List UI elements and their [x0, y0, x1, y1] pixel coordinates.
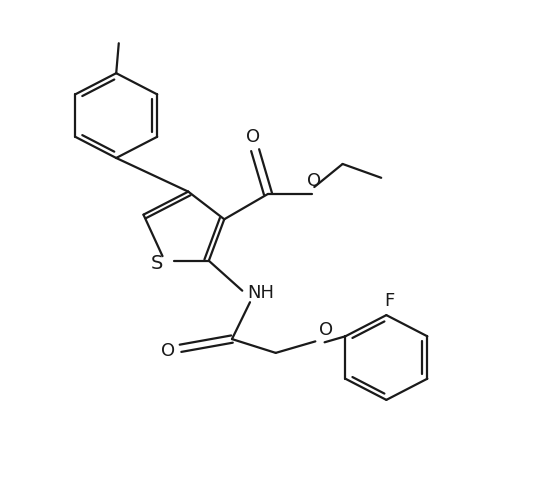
- Text: NH: NH: [247, 284, 274, 302]
- Text: O: O: [307, 172, 322, 190]
- Text: F: F: [384, 292, 394, 310]
- Text: O: O: [161, 342, 175, 360]
- Text: O: O: [245, 128, 259, 146]
- Text: S: S: [151, 253, 163, 273]
- Text: O: O: [318, 321, 333, 339]
